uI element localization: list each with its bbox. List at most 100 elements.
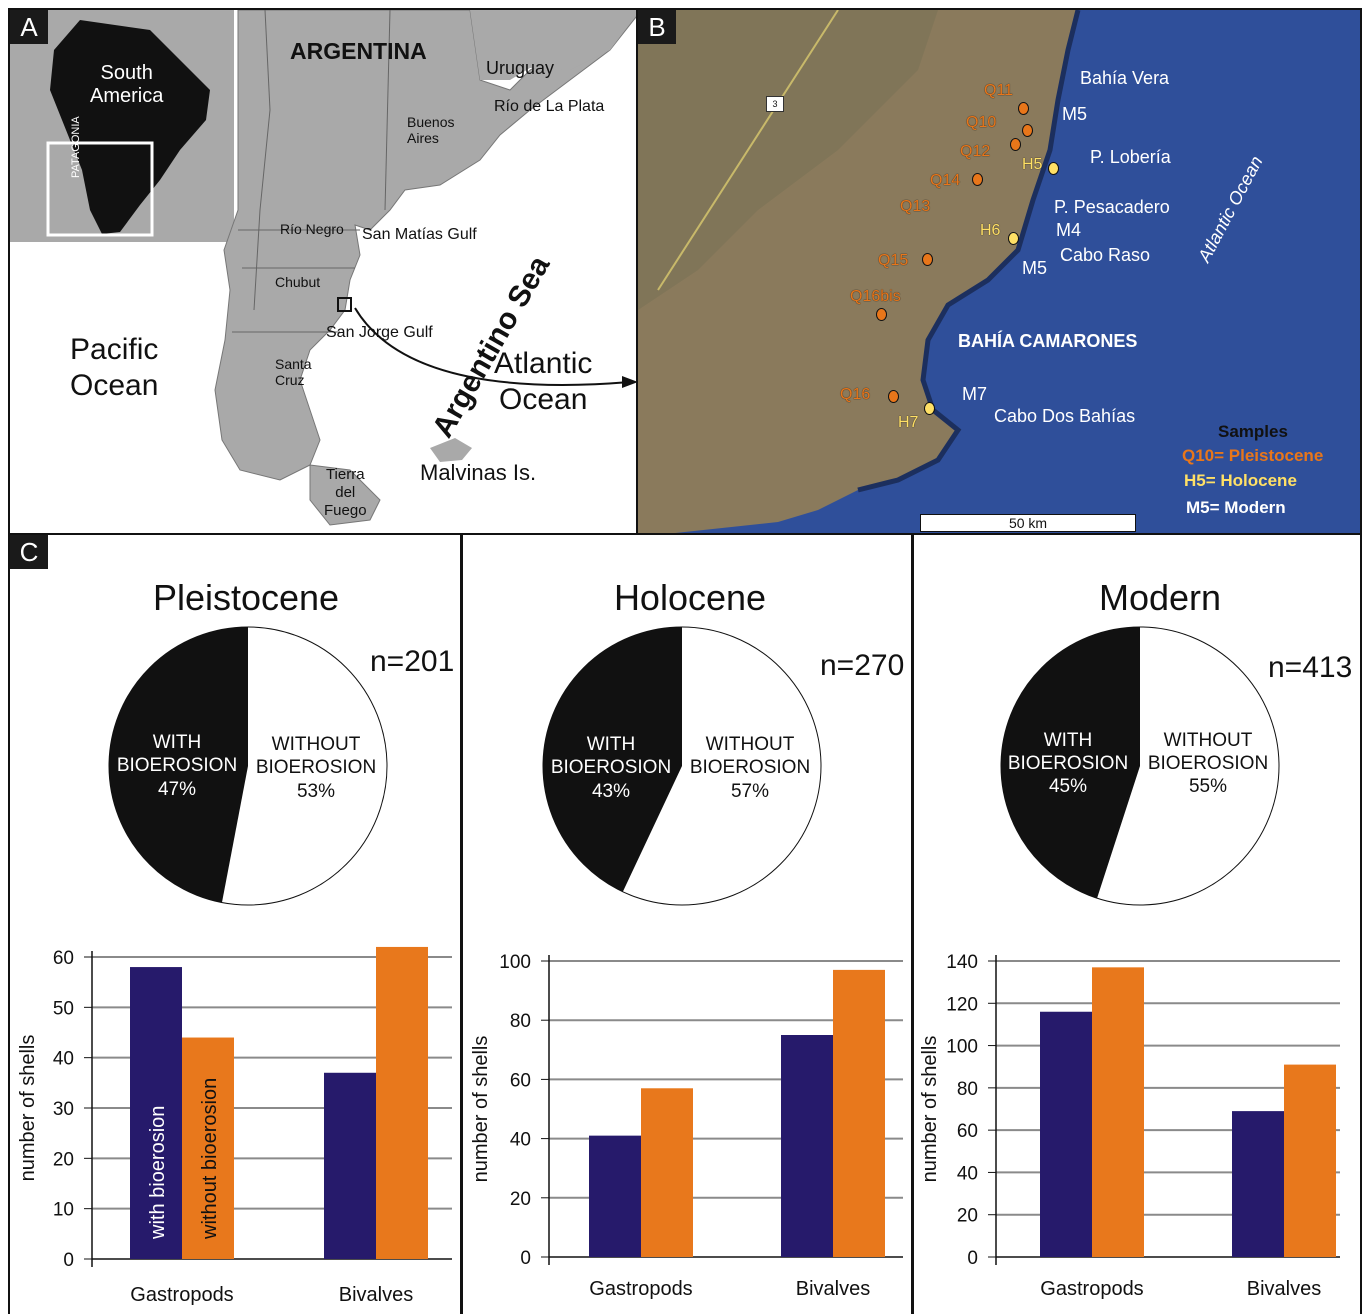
punta-loberia-label: P. Lobería <box>1090 147 1171 167</box>
atlantic-ocean-label: Atlantic Ocean <box>494 347 593 416</box>
sample-label-q12: Q12 <box>960 143 991 160</box>
y-tick-label: 50 <box>53 998 74 1019</box>
y-tick-label: 20 <box>510 1189 531 1210</box>
sample-dot-h6 <box>1008 232 1019 245</box>
punta-pesacadero-label: P. Pesacadero <box>1054 197 1170 217</box>
panel-c-charts: C Pleistocene Holocene Modern n=201 n=27… <box>8 533 1362 1314</box>
panel-b-label: B <box>638 10 676 44</box>
pie2-without-label: WITHOUT BIOEROSION <box>1147 730 1269 774</box>
land-shading <box>638 10 938 310</box>
y-tick-label: 10 <box>53 1200 74 1221</box>
legend-holocene: H5= Holocene <box>1184 471 1297 490</box>
series-label-0: with bioerosion <box>147 1106 169 1240</box>
pie-title-modern: Modern <box>1098 577 1222 618</box>
y-tick-label: 80 <box>510 1011 531 1032</box>
n-label-holocene: n=270 <box>820 649 905 682</box>
bahia-camarones-label: BAHÍA CAMARONES <box>958 331 1138 351</box>
bar-bivalves-series-0 <box>781 1035 833 1257</box>
sample-label-q11: Q11 <box>984 82 1014 99</box>
study-area-box <box>337 297 352 312</box>
y-tick-label: 140 <box>946 952 978 973</box>
sample-dot-q15 <box>922 253 933 266</box>
y-tick-label: 0 <box>520 1248 531 1269</box>
column-divider-2 <box>911 535 914 1314</box>
y-tick-label: 40 <box>53 1049 74 1070</box>
cabo-raso-label: Cabo Raso <box>1060 245 1151 265</box>
y-tick-label: 60 <box>53 948 74 969</box>
y-tick-label: 0 <box>967 1248 978 1269</box>
bar-gastropods-series-1 <box>1092 967 1144 1257</box>
panel-a-label: A <box>10 10 48 44</box>
pie-chart-modern <box>1000 626 1280 906</box>
sample-dot-h5 <box>1048 162 1059 175</box>
sample-label-q15: Q15 <box>878 252 909 269</box>
bar-gastropods-series-0 <box>1040 1011 1092 1257</box>
y-axis-label: number of shells <box>919 1036 941 1183</box>
column-divider-1 <box>460 535 463 1314</box>
bahia-vera-label: Bahía Vera <box>1080 68 1170 88</box>
pie1-without-pct: 57% <box>730 781 770 802</box>
pie0-without-pct: 53% <box>296 781 336 802</box>
bar-bivalves-series-0 <box>324 1072 376 1259</box>
santa-cruz-label: Santa Cruz <box>275 356 312 388</box>
sample-label-q14: Q14 <box>930 172 961 189</box>
rio-de-la-plata-label: Río de La Plata <box>494 98 605 115</box>
pie-chart-holocene <box>542 626 822 906</box>
sample-dot-q10 <box>1022 124 1033 137</box>
sample-label-q16: Q16 <box>840 386 871 403</box>
x-category-label: Bivalves <box>1247 1278 1321 1300</box>
uruguay-label: Uruguay <box>486 58 555 78</box>
argentina-map-svg <box>10 10 636 526</box>
bar-gastropods-series-1 <box>182 1037 234 1259</box>
pie0-with-pct: 47% <box>157 779 197 800</box>
sample-label-h6: H6 <box>980 222 1001 239</box>
sample-dot-q16bis <box>876 308 887 321</box>
cabo-dos-bahias-label: Cabo Dos Bahías <box>994 406 1136 426</box>
san-matias-gulf-label: San Matías Gulf <box>362 226 477 243</box>
sample-label-q13: Q13 <box>900 198 931 215</box>
satellite-map-svg <box>638 10 1081 533</box>
sample-label-q10: Q10 <box>966 114 997 131</box>
bar-gastropods-series-0 <box>130 967 182 1259</box>
y-tick-label: 0 <box>63 1250 74 1271</box>
y-tick-label: 20 <box>957 1206 978 1227</box>
sample-dot-q16 <box>888 390 899 403</box>
sample-label-h5: H5 <box>1022 156 1043 173</box>
legend-pleistocene: Q10= Pleistocene <box>1182 446 1324 465</box>
pie-title-holocene: Holocene <box>613 577 767 618</box>
y-tick-label: 30 <box>53 1099 74 1120</box>
n-label-modern: n=413 <box>1268 651 1353 684</box>
pie0-with-label: WITH BIOEROSION <box>116 732 238 776</box>
inset-patagonia-label: PATAGONIA <box>70 116 82 178</box>
tierra-del-fuego-label: Tierra del Fuego <box>324 466 367 519</box>
pie-chart-pleistocene <box>108 626 388 906</box>
y-tick-label: 20 <box>53 1149 74 1170</box>
chubut-label: Chubut <box>275 274 321 290</box>
y-tick-label: 100 <box>946 1037 978 1058</box>
sample-label-m5-south: M5 <box>1022 258 1048 278</box>
panel-b-satellite-map: B 3 Q11 Q10 Q12 Q14 Q13 Q15 Q16bis Q16 H… <box>636 8 1362 535</box>
coastline <box>857 10 1081 493</box>
south-america-silhouette <box>50 20 210 234</box>
border-buenos-aires <box>384 10 391 211</box>
pie2-slice-with <box>1000 627 1140 899</box>
pie2-with-pct: 45% <box>1048 776 1088 797</box>
series-label-1: without bioerosion <box>199 1078 221 1240</box>
bar-bivalves-series-1 <box>376 946 428 1259</box>
legend-title: Samples <box>1218 422 1288 441</box>
arrow-head-icon <box>622 376 636 388</box>
bar-chart-modern: 0 20 40 60 80 100 120 140 Gastropods Bivalves numb… <box>919 952 1340 1300</box>
route-3-line <box>657 10 839 291</box>
y-axis-label: number of shells <box>470 1036 492 1183</box>
bar-chart-pleistocene: 0 10 20 30 40 50 60 with bioerosion without bioe… <box>17 946 452 1306</box>
inset-continent-label: South America <box>90 62 164 107</box>
n-label-pleistocene: n=201 <box>370 645 455 678</box>
sample-dot-q12 <box>1010 138 1021 151</box>
bar-gastropods-series-0 <box>589 1135 641 1257</box>
bar-bivalves-series-1 <box>833 969 885 1257</box>
sample-label-m4: M4 <box>1056 220 1082 240</box>
y-tick-label: 100 <box>499 952 531 973</box>
y-tick-label: 60 <box>510 1070 531 1091</box>
pie1-with-label: WITH BIOEROSION <box>550 734 672 778</box>
sample-dot-h7 <box>924 402 935 415</box>
